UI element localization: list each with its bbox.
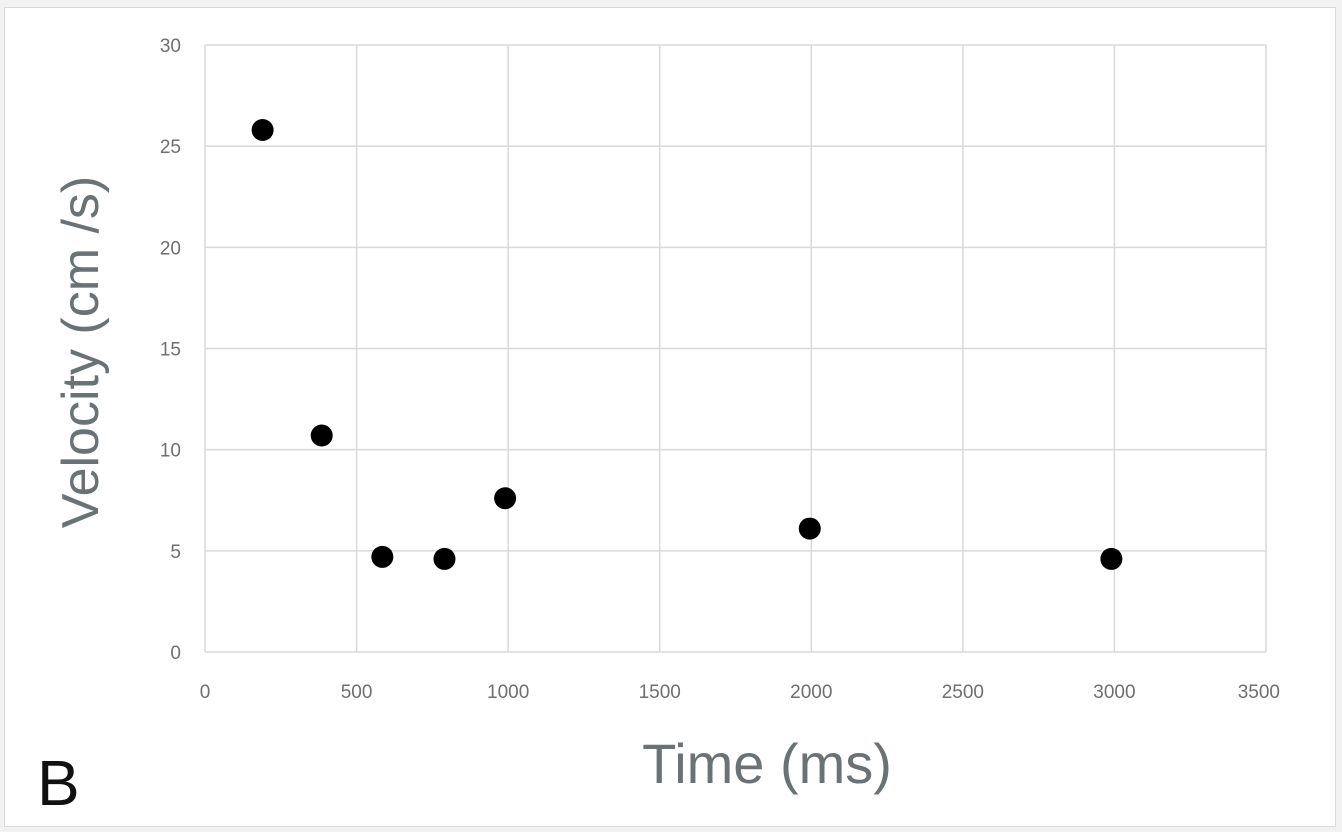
y-axis-title: Velocity (cm /s)	[52, 176, 110, 529]
y-tick-label: 25	[160, 137, 181, 158]
y-tick-label: 0	[170, 643, 181, 664]
y-tick-label: 30	[160, 36, 181, 57]
y-tick-label: 15	[160, 340, 181, 361]
panel-label: B	[37, 747, 80, 819]
data-point	[494, 487, 517, 510]
y-tick-label: 5	[170, 542, 181, 563]
y-axis-tick-labels: 0 5 10 15 20 25 30	[160, 36, 181, 664]
data-point	[1100, 547, 1123, 570]
x-tick-label: 500	[341, 682, 373, 703]
data-point	[310, 424, 333, 447]
x-tick-label: 2500	[942, 682, 984, 703]
y-tick-label: 20	[160, 238, 181, 259]
x-tick-label: 1500	[639, 682, 681, 703]
data-point	[798, 517, 821, 540]
data-point	[433, 547, 456, 570]
data-point	[251, 118, 274, 141]
x-tick-label: 1000	[487, 682, 529, 703]
y-tick-label: 10	[160, 441, 181, 462]
data-point	[371, 545, 394, 568]
x-axis-tick-labels: 0 500 1000 1500 2000 2500 3000 3500	[200, 682, 1280, 703]
x-tick-label: 0	[200, 682, 211, 703]
x-tick-label: 3500	[1238, 682, 1280, 703]
x-tick-label: 3000	[1093, 682, 1135, 703]
data-points	[251, 118, 1123, 570]
x-axis-title: Time (ms)	[642, 732, 892, 795]
x-tick-label: 2000	[790, 682, 832, 703]
